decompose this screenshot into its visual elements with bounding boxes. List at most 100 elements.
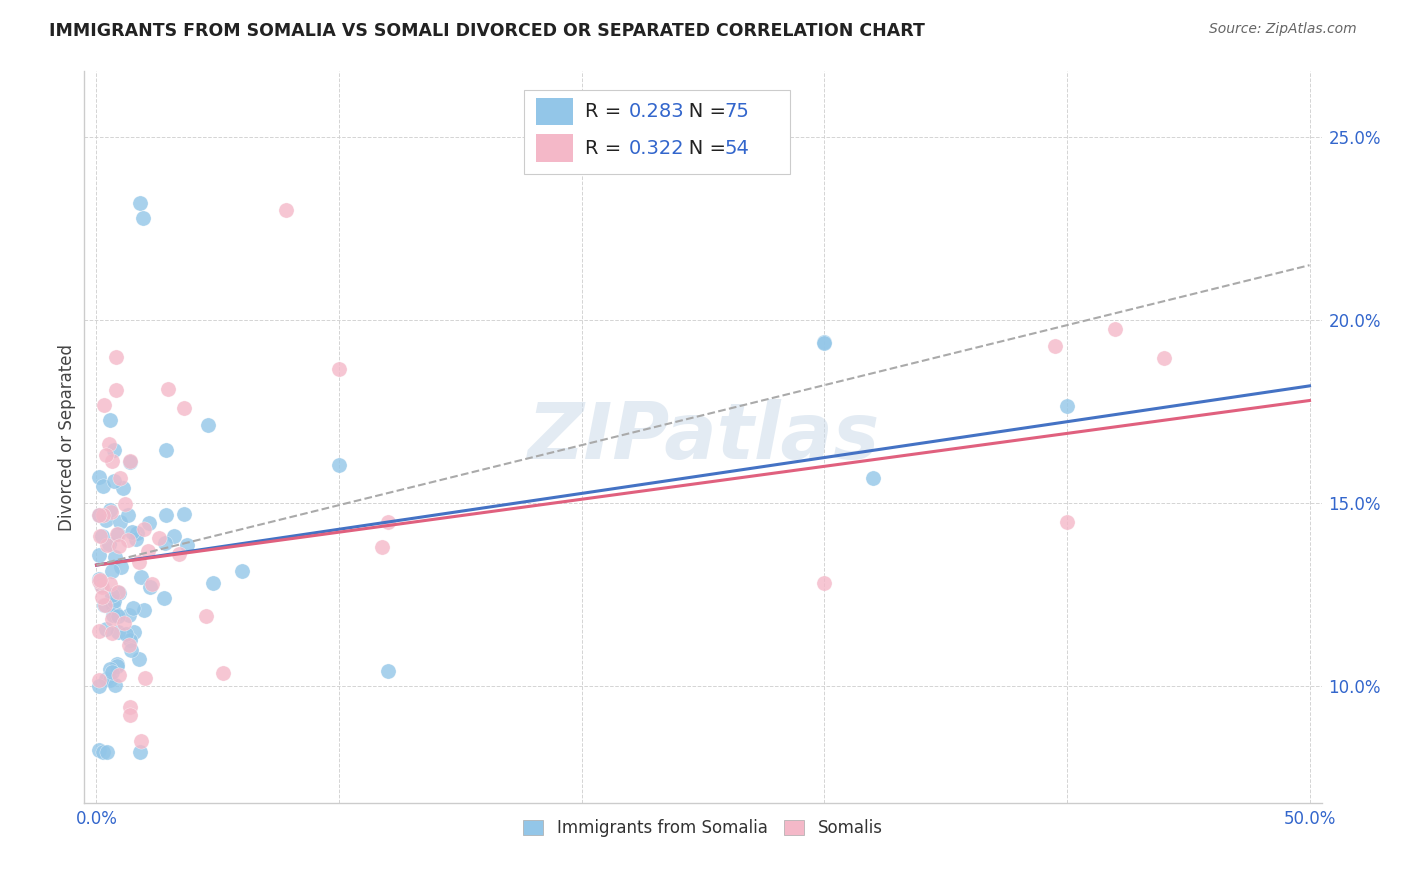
Point <box>328 362 350 376</box>
Point <box>91 508 114 522</box>
Point <box>1056 399 1078 413</box>
Point <box>104 549 127 564</box>
Point <box>108 515 131 529</box>
Point <box>87 572 110 586</box>
Point <box>87 673 110 687</box>
Point <box>118 455 141 469</box>
Y-axis label: Divorced or Separated: Divorced or Separated <box>58 343 76 531</box>
Point <box>377 664 399 678</box>
Point <box>138 516 160 530</box>
Text: IMMIGRANTS FROM SOMALIA VS SOMALI DIVORCED OR SEPARATED CORRELATION CHART: IMMIGRANTS FROM SOMALIA VS SOMALI DIVORC… <box>49 22 925 40</box>
Text: N =: N = <box>669 138 733 158</box>
Point <box>274 203 297 218</box>
Point <box>114 497 136 511</box>
Point <box>96 538 118 552</box>
Point <box>112 616 135 631</box>
Point <box>173 401 195 415</box>
Point <box>98 577 121 591</box>
Point <box>107 526 129 541</box>
Point <box>1104 322 1126 336</box>
Point <box>125 533 148 547</box>
Point <box>94 672 117 686</box>
Point <box>153 591 176 605</box>
Point <box>101 665 124 679</box>
Point <box>117 508 139 523</box>
Point <box>120 454 142 468</box>
Point <box>1043 339 1066 353</box>
Point <box>87 574 110 588</box>
Point <box>87 743 110 757</box>
Point <box>118 633 141 648</box>
Point <box>167 547 190 561</box>
Point <box>110 471 132 485</box>
Text: R =: R = <box>585 102 628 121</box>
Point <box>121 524 143 539</box>
Point <box>813 334 835 349</box>
FancyBboxPatch shape <box>523 90 790 174</box>
Text: 54: 54 <box>724 138 749 158</box>
Point <box>107 584 129 599</box>
Point <box>90 578 112 592</box>
Point <box>103 599 125 613</box>
Point <box>122 600 145 615</box>
Point <box>862 471 884 485</box>
Point <box>155 443 177 458</box>
Point <box>90 590 112 604</box>
Point <box>114 627 136 641</box>
Point <box>138 544 160 558</box>
Point <box>101 608 124 623</box>
Point <box>91 478 114 492</box>
Text: Source: ZipAtlas.com: Source: ZipAtlas.com <box>1209 22 1357 37</box>
Point <box>107 625 129 640</box>
Point <box>100 505 122 519</box>
Point <box>131 211 153 225</box>
Point <box>87 679 110 693</box>
Point <box>128 556 150 570</box>
Point <box>148 531 170 545</box>
Point <box>96 449 118 463</box>
Point <box>163 529 186 543</box>
Point <box>87 624 110 639</box>
Point <box>96 745 118 759</box>
Point <box>87 508 110 522</box>
Point <box>197 417 219 432</box>
Point <box>125 526 148 541</box>
Point <box>129 745 152 759</box>
Point <box>104 678 127 692</box>
Point <box>101 612 124 626</box>
Text: R =: R = <box>585 138 628 158</box>
Point <box>118 638 141 652</box>
Text: 75: 75 <box>724 102 749 121</box>
Bar <box>536 98 574 126</box>
Point <box>328 458 350 472</box>
Point <box>105 350 128 364</box>
Point <box>1056 515 1078 529</box>
Point <box>98 536 121 550</box>
Point <box>108 539 131 553</box>
Point <box>813 336 835 351</box>
Point <box>108 586 131 600</box>
Point <box>129 196 152 211</box>
Point <box>131 733 153 747</box>
Point <box>212 665 235 680</box>
Point <box>173 507 195 521</box>
Point <box>201 576 224 591</box>
Point <box>103 594 125 608</box>
Bar <box>536 135 574 162</box>
Point <box>103 443 125 458</box>
Point <box>93 398 115 412</box>
Point <box>87 548 110 562</box>
Text: 0.322: 0.322 <box>628 138 685 158</box>
Point <box>813 576 835 591</box>
Point <box>89 529 111 543</box>
Legend: Immigrants from Somalia, Somalis: Immigrants from Somalia, Somalis <box>515 811 891 846</box>
Point <box>105 659 128 673</box>
Point <box>155 536 177 550</box>
Point <box>87 470 110 484</box>
Text: 0.283: 0.283 <box>628 102 685 121</box>
Point <box>157 382 180 396</box>
Point <box>101 588 124 602</box>
Point <box>141 576 163 591</box>
Point <box>98 503 121 517</box>
Point <box>110 560 132 574</box>
